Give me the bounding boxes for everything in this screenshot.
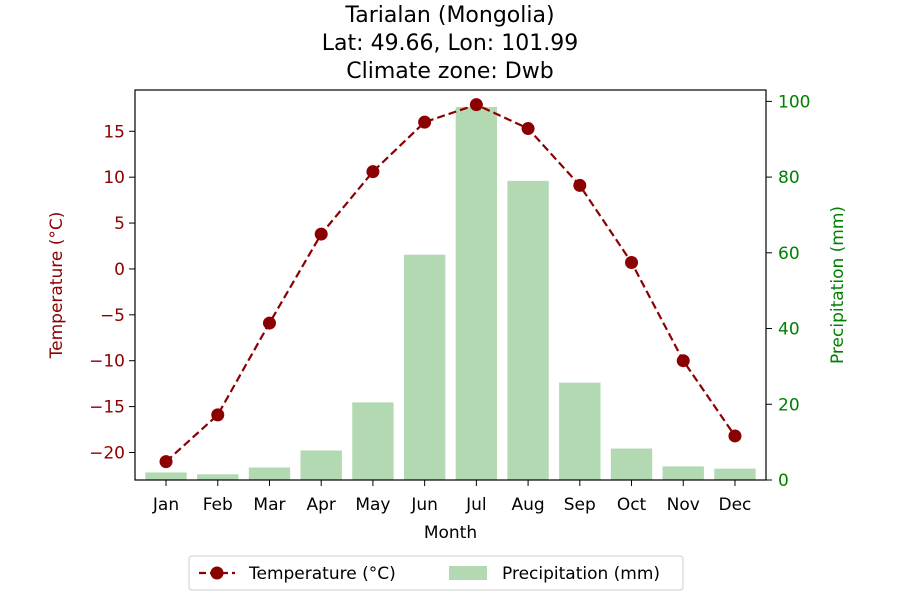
left-tick-label: 15 bbox=[103, 122, 125, 142]
temperature-point bbox=[573, 178, 587, 192]
precipitation-bar bbox=[507, 180, 549, 480]
left-y-axis-label: Temperature (°C) bbox=[47, 212, 67, 360]
x-tick-label: Jun bbox=[410, 495, 438, 515]
precipitation-bar bbox=[300, 450, 342, 480]
left-tick-label: −10 bbox=[89, 352, 125, 372]
title-line: Lat: 49.66, Lon: 101.99 bbox=[322, 31, 578, 56]
x-tick-label: Feb bbox=[203, 495, 233, 515]
left-tick-label: 10 bbox=[103, 168, 125, 188]
x-tick-label: Aug bbox=[511, 495, 544, 515]
x-tick-label: May bbox=[355, 495, 390, 515]
x-tick-label: Mar bbox=[253, 495, 285, 515]
right-y-axis: 0 20 40 60 80 100 bbox=[766, 92, 810, 491]
left-y-axis: −20 −15 −10 −5 0 5 10 15 bbox=[89, 122, 135, 463]
temperature-point bbox=[676, 354, 690, 368]
x-tick-label: Oct bbox=[617, 495, 647, 515]
right-tick-label: 20 bbox=[778, 395, 800, 415]
precipitation-bar bbox=[610, 448, 653, 480]
temperature-point bbox=[159, 455, 173, 469]
right-tick-label: 80 bbox=[778, 168, 800, 188]
temperature-line bbox=[159, 98, 742, 469]
left-tick-label: 5 bbox=[114, 214, 125, 234]
legend-precipitation-label: Precipitation (mm) bbox=[502, 564, 660, 584]
x-tick-label: Dec bbox=[719, 495, 752, 515]
left-tick-label: −20 bbox=[89, 443, 125, 463]
precipitation-bar bbox=[248, 467, 291, 480]
x-tick-label: Nov bbox=[667, 495, 700, 515]
title-line: Tarialan (Mongolia) bbox=[344, 3, 554, 28]
x-tick-label: Sep bbox=[564, 495, 596, 515]
temperature-point bbox=[625, 256, 639, 270]
right-tick-label: 100 bbox=[778, 92, 810, 112]
precipitation-bar bbox=[352, 402, 394, 480]
precipitation-bar bbox=[714, 468, 756, 480]
legend-temperature-marker bbox=[210, 566, 224, 580]
right-tick-label: 40 bbox=[778, 320, 800, 340]
temperature-point bbox=[211, 408, 225, 422]
x-tick-label: Jan bbox=[152, 495, 179, 515]
precipitation-bar bbox=[197, 474, 239, 480]
left-tick-label: −5 bbox=[100, 306, 125, 326]
temperature-point bbox=[262, 316, 276, 330]
temperature-point bbox=[366, 165, 380, 179]
x-axis-label: Month bbox=[424, 523, 477, 543]
right-tick-label: 60 bbox=[778, 244, 800, 264]
temperature-point bbox=[469, 98, 483, 112]
x-tick-label: Apr bbox=[306, 495, 335, 515]
legend-box bbox=[188, 555, 684, 591]
legend: Temperature (°C) Precipitation (mm) bbox=[188, 555, 684, 591]
temperature-point bbox=[521, 122, 535, 136]
precipitation-bar bbox=[455, 107, 498, 481]
legend-precipitation-swatch bbox=[449, 566, 487, 580]
plot-frame bbox=[134, 89, 767, 481]
left-tick-label: −15 bbox=[89, 398, 125, 418]
right-y-axis-label: Precipitation (mm) bbox=[828, 206, 848, 364]
chart-title: Tarialan (Mongolia) Lat: 49.66, Lon: 101.… bbox=[322, 3, 578, 84]
legend-temperature-label: Temperature (°C) bbox=[248, 564, 396, 584]
precipitation-bars bbox=[145, 107, 756, 481]
precipitation-bar bbox=[662, 466, 704, 480]
left-tick-label: 0 bbox=[114, 260, 125, 280]
temperature-point bbox=[314, 227, 328, 241]
title-line: Climate zone: Dwb bbox=[346, 59, 553, 84]
precipitation-bar bbox=[559, 382, 601, 480]
precipitation-bar bbox=[145, 472, 187, 480]
x-tick-label: Jul bbox=[465, 495, 487, 515]
right-tick-label: 0 bbox=[778, 471, 789, 491]
temperature-point bbox=[728, 429, 742, 443]
precipitation-bar bbox=[403, 254, 446, 480]
temperature-point bbox=[418, 115, 432, 129]
x-axis: Jan Feb Mar Apr May Jun Jul Aug Sep Oct Nov Dec bbox=[152, 480, 751, 515]
temperature-series-line bbox=[165, 103, 736, 463]
